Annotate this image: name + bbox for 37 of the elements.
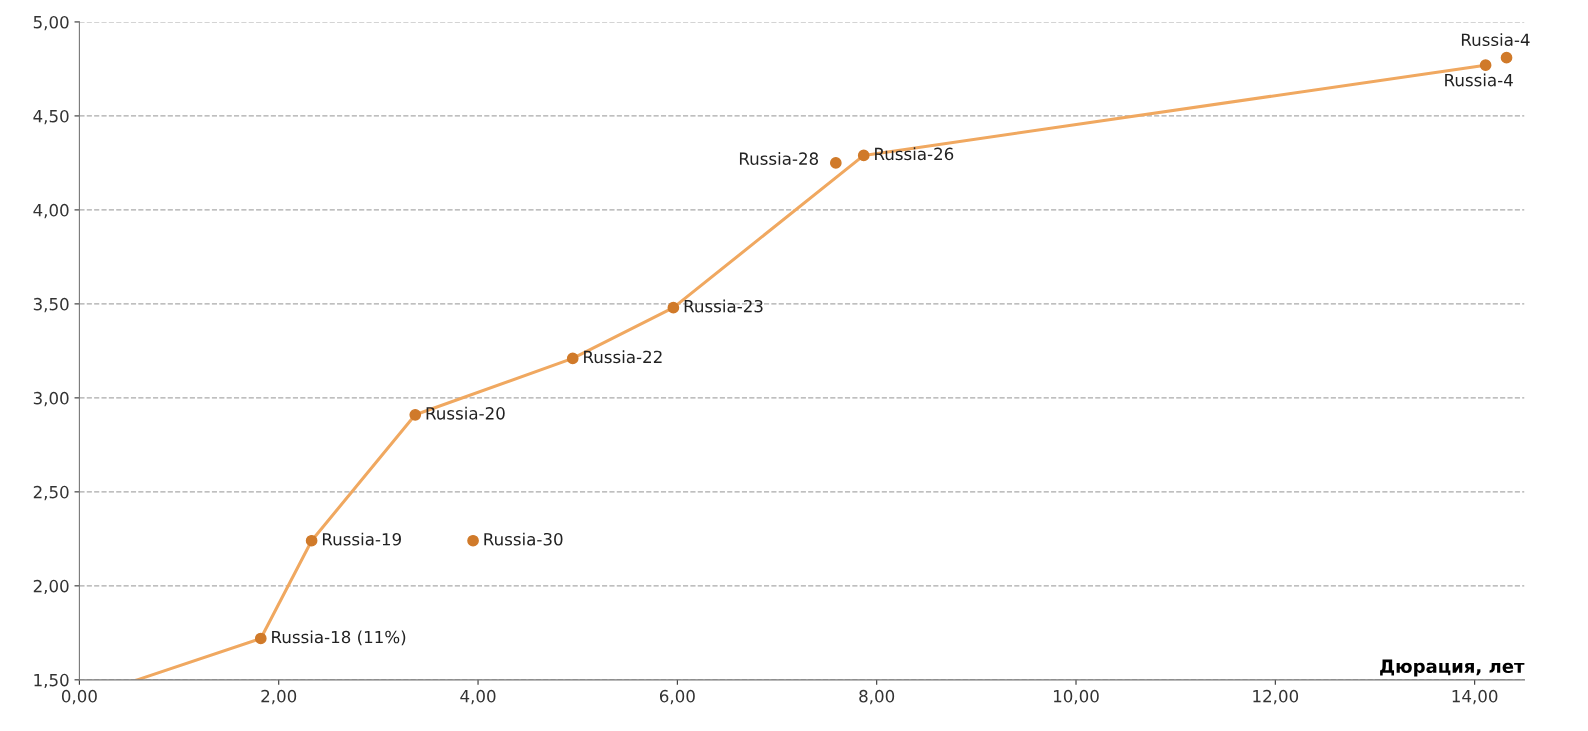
x-axis-title: Дюрация, лет (1380, 659, 1525, 677)
point (667, 301, 680, 314)
annotation: Russia-18 (11%) (272, 630, 406, 646)
y-tick-label: 4,00 (33, 203, 69, 219)
x-tick-label: 6,00 (659, 689, 695, 705)
point (467, 534, 479, 547)
point (409, 408, 422, 421)
y-tick-label: 2,50 (33, 485, 69, 501)
y-tick-label: 4,50 (33, 109, 69, 125)
annotation: Russia-20 (426, 406, 505, 420)
annotation: Russia-26 (875, 147, 954, 161)
annotation: Russia-22 (584, 350, 662, 364)
annotation: Russia-4 (1461, 33, 1530, 47)
x-tick-label: 10,00 (1053, 689, 1099, 705)
x-tick-label: 14,00 (1452, 689, 1498, 705)
y-tick-label: 2,00 (33, 579, 69, 595)
point (254, 632, 267, 645)
x-tick-label: 2,00 (261, 689, 297, 705)
x-tick-label: 8,00 (859, 689, 895, 705)
x-tick-label: 0,00 (61, 689, 97, 705)
point (857, 149, 870, 162)
y-tick-label: 3,00 (33, 391, 69, 407)
y-tick-label: 5,00 (33, 15, 69, 31)
y-tick-label: 1,50 (34, 673, 69, 689)
y-tick-label: 3,50 (33, 297, 69, 313)
x-tick-label: 12,00 (1253, 689, 1299, 705)
annotation: Russia-28 (739, 152, 819, 165)
point (1500, 51, 1513, 64)
point (829, 157, 842, 169)
annotation: Russia-4 (1445, 73, 1513, 87)
annotation: Russia-30 (484, 532, 563, 546)
point (1479, 59, 1492, 72)
annotation: Russia-23 (684, 299, 763, 313)
x-tick-label: 4,00 (460, 689, 496, 705)
point (305, 534, 318, 547)
point (566, 352, 579, 365)
annotation: Russia-19 (322, 532, 401, 546)
